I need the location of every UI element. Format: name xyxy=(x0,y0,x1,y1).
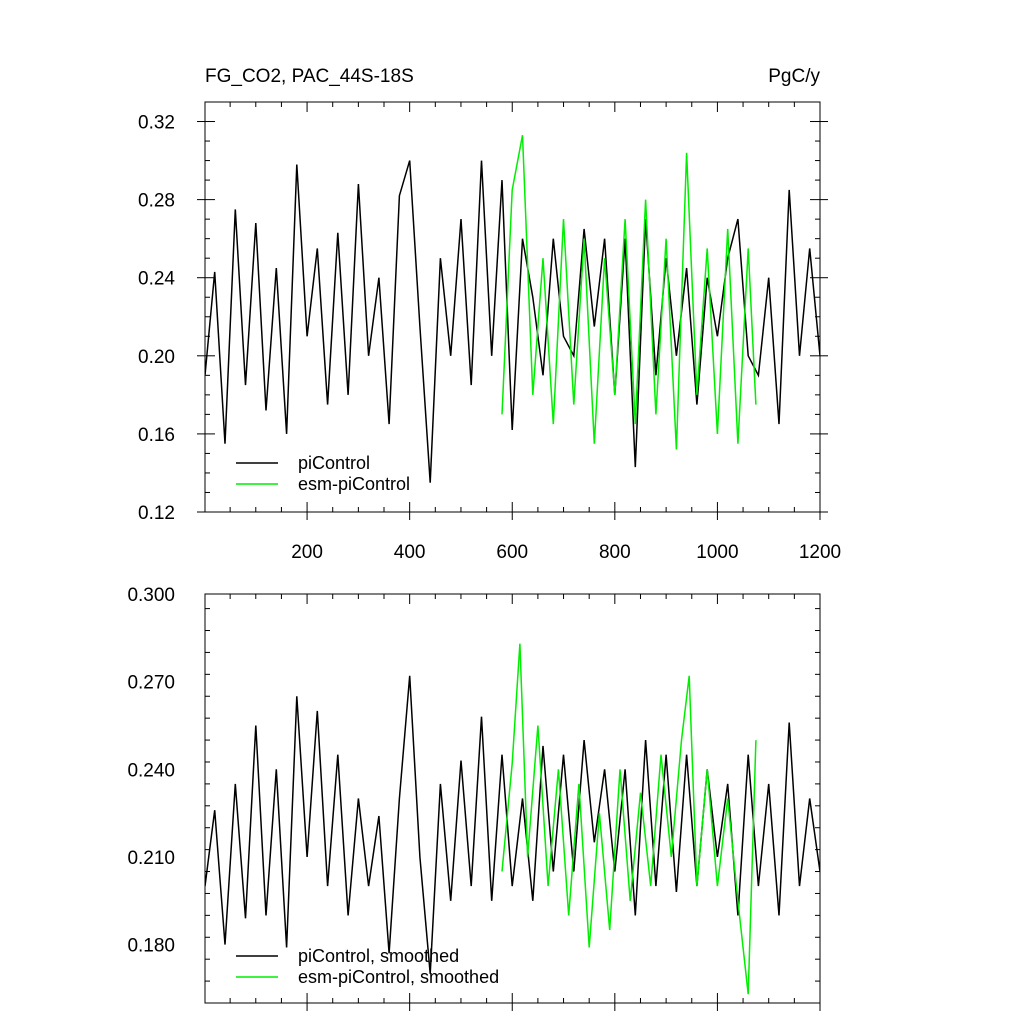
y-tick-label: 0.300 xyxy=(127,585,175,606)
bottom-chart-panel: 0.180 0.210 0.240 0.270 0.300 piControl, smoo… xyxy=(127,585,821,1011)
y-tick-label: 0.24 xyxy=(138,269,175,290)
y-tick-label: 0.210 xyxy=(127,848,175,869)
plot-frame xyxy=(204,101,821,513)
y-tick-label: 0.270 xyxy=(127,673,175,694)
y-tick-label: 0.12 xyxy=(138,503,175,524)
y-tick-label: 0.20 xyxy=(138,347,175,368)
series-line-esm-picontrol-smoothed xyxy=(501,643,757,995)
y-tick-label: 0.240 xyxy=(127,760,175,781)
x-tick-label: 400 xyxy=(394,542,426,563)
legend-label: esm-piControl xyxy=(298,474,410,494)
legend-label: piControl, smoothed xyxy=(298,946,459,966)
top-chart-units: PgC/y xyxy=(768,66,820,87)
y-tick-label: 0.32 xyxy=(138,113,175,134)
y-tick-label: 0.28 xyxy=(138,191,175,212)
x-tick-label: 200 xyxy=(291,542,323,563)
x-tick-label: 1200 xyxy=(799,542,841,563)
series-line-picontrol-smoothed xyxy=(205,675,820,974)
series-line-picontrol xyxy=(205,160,820,483)
y-tick-label: 0.16 xyxy=(138,425,175,446)
y-tick-label: 0.180 xyxy=(127,936,175,957)
top-chart-panel: 200 400 600 800 1000 1200 0.12 0.16 0.20 0.24 0.28… xyxy=(138,101,841,563)
legend-label: piControl xyxy=(298,453,370,473)
x-tick-label: 600 xyxy=(496,542,528,563)
x-tick-label: 800 xyxy=(599,542,631,563)
top-chart-title: FG_CO2, PAC_44S-18S xyxy=(205,66,414,87)
series-line-esm-picontrol xyxy=(501,135,757,450)
legend-label: esm-piControl, smoothed xyxy=(298,967,499,987)
x-tick-label: 1000 xyxy=(696,542,738,563)
